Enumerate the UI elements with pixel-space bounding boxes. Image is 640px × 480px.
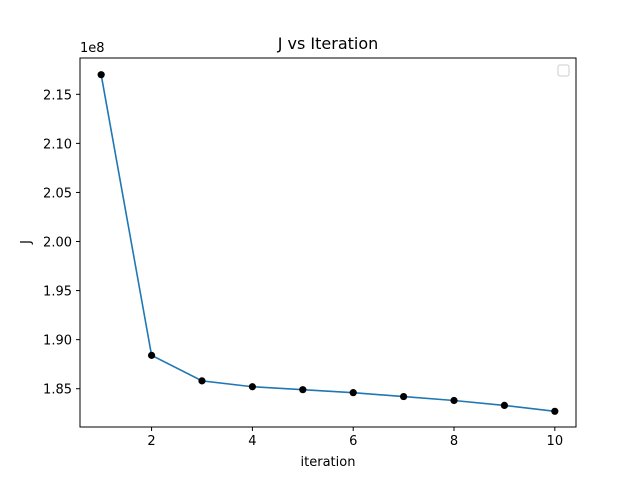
y-tick-label: 1.85 (43, 383, 72, 398)
data-point (450, 396, 458, 405)
x-tick-label: 10 (547, 434, 564, 449)
chart-title: J vs Iteration (277, 34, 379, 53)
data-point (198, 377, 206, 385)
plot-frame (79, 57, 577, 428)
x-tick-label: 8 (450, 434, 458, 449)
x-tick-label: 4 (248, 434, 256, 449)
y-axis: 1.85 1.90 1.95 2.00 2.05 2.10 2.15 (43, 88, 80, 398)
data-point (349, 389, 357, 397)
x-axis-title: iteration (301, 455, 356, 470)
series-line (100, 74, 555, 413)
y-tick-label: 1.95 (43, 285, 72, 300)
plot-area (97, 71, 559, 415)
data-point (400, 392, 408, 401)
x-tick-label: 6 (349, 434, 357, 449)
data-point (299, 386, 307, 394)
data-point (97, 71, 105, 79)
y-tick-label: 2.05 (43, 186, 72, 201)
data-point (500, 401, 509, 410)
y-tick-label: 2.15 (43, 88, 72, 103)
legend (557, 64, 570, 77)
y-axis-title: J (19, 240, 34, 245)
x-tick-label: 2 (147, 434, 155, 449)
x-axis: 2 4 6 8 10 (147, 427, 563, 449)
data-point (248, 383, 256, 391)
y-tick-label: 2.00 (43, 236, 72, 251)
data-point (551, 407, 559, 415)
y-offset-label: 1e8 (80, 41, 105, 56)
data-point (147, 351, 156, 359)
y-tick-label: 1.90 (43, 334, 72, 349)
y-tick-label: 2.10 (43, 137, 72, 152)
legend-box (557, 64, 570, 77)
